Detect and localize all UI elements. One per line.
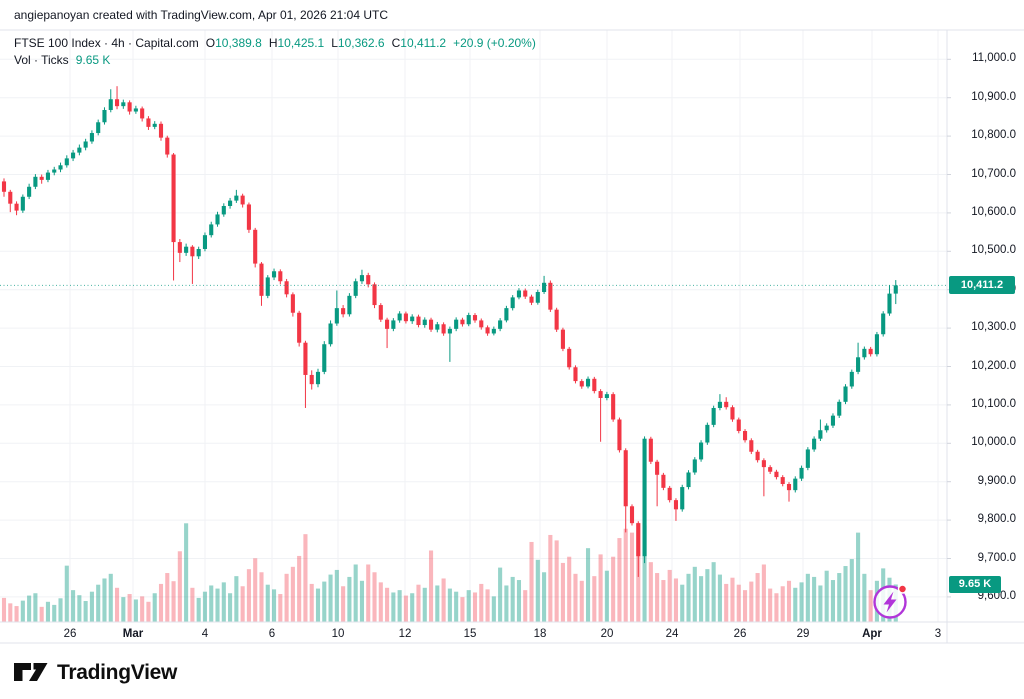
- price-axis-label: 10,600.0: [971, 205, 1016, 218]
- price-axis-label: 10,300.0: [971, 321, 1016, 334]
- time-axis-label: 10: [331, 628, 345, 640]
- low-value: 10,362.6: [337, 36, 385, 50]
- price-axis-label: 11,000.0: [972, 52, 1016, 65]
- tradingview-logo-icon: [14, 663, 48, 681]
- open-label: O: [205, 36, 216, 50]
- price-axis-label: 10,200.0: [971, 359, 1016, 372]
- time-axis-label: 3: [934, 628, 942, 640]
- low-label: L: [331, 36, 338, 50]
- time-axis-label: 4: [201, 628, 209, 640]
- candles-series: [1, 86, 898, 577]
- last-price-badge: 10,411.2: [949, 276, 1015, 294]
- chart-legend[interactable]: FTSE 100 Index · 4h · Capital.com O10,389…: [14, 35, 536, 68]
- time-axis-label: Apr: [862, 628, 882, 640]
- price-axis-label: 10,800.0: [971, 129, 1016, 142]
- time-axis-label: 12: [398, 628, 412, 640]
- tradingview-logo[interactable]: TradingView: [13, 661, 177, 685]
- price-axis-label: 10,000.0: [971, 436, 1016, 449]
- time-axis-label: 18: [533, 628, 547, 640]
- volume-series: [1, 522, 898, 622]
- time-axis-label: Mar: [122, 628, 144, 640]
- price-axis-label: 10,900.0: [971, 90, 1016, 103]
- price-axis-label: 10,500.0: [971, 244, 1016, 257]
- time-axis-label: 15: [463, 628, 477, 640]
- close-label: C: [391, 36, 401, 50]
- chart-frame: [0, 29, 1024, 644]
- time-axis-label: 20: [600, 628, 614, 640]
- time-axis-label: 26: [733, 628, 747, 640]
- volume-label: Vol · Ticks: [14, 53, 69, 67]
- instrument-title: FTSE 100 Index · 4h · Capital.com: [14, 36, 199, 50]
- volume-value: 9.65 K: [75, 53, 111, 67]
- price-axis-label: 9,700.0: [977, 551, 1016, 564]
- lightning-icon[interactable]: [873, 584, 908, 619]
- grid: [0, 30, 947, 622]
- time-axis-label: 26: [63, 628, 77, 640]
- high-label: H: [268, 36, 278, 50]
- attribution-text: angiepanoyan created with TradingView.co…: [14, 8, 389, 22]
- time-axis-label: 6: [268, 628, 276, 640]
- price-axis-label: 9,800.0: [977, 513, 1016, 526]
- high-value: 10,425.1: [277, 36, 325, 50]
- volume-badge: 9.65 K: [949, 576, 1001, 593]
- close-value: 10,411.2: [400, 36, 447, 50]
- price-axis-label: 9,900.0: [977, 474, 1016, 487]
- legend-instrument-row: FTSE 100 Index · 4h · Capital.com O10,389…: [14, 35, 536, 51]
- time-axis-label: 24: [665, 628, 679, 640]
- tradingview-logo-text: TradingView: [57, 661, 178, 684]
- legend-volume-row: Vol · Ticks 9.65 K: [14, 52, 536, 68]
- price-axis-label: 10,100.0: [971, 397, 1016, 410]
- open-value: 10,389.8: [215, 36, 262, 50]
- time-axis-label: 29: [796, 628, 810, 640]
- change-value: +20.9 (+0.20%): [453, 36, 536, 50]
- price-axis-label: 10,700.0: [971, 167, 1016, 180]
